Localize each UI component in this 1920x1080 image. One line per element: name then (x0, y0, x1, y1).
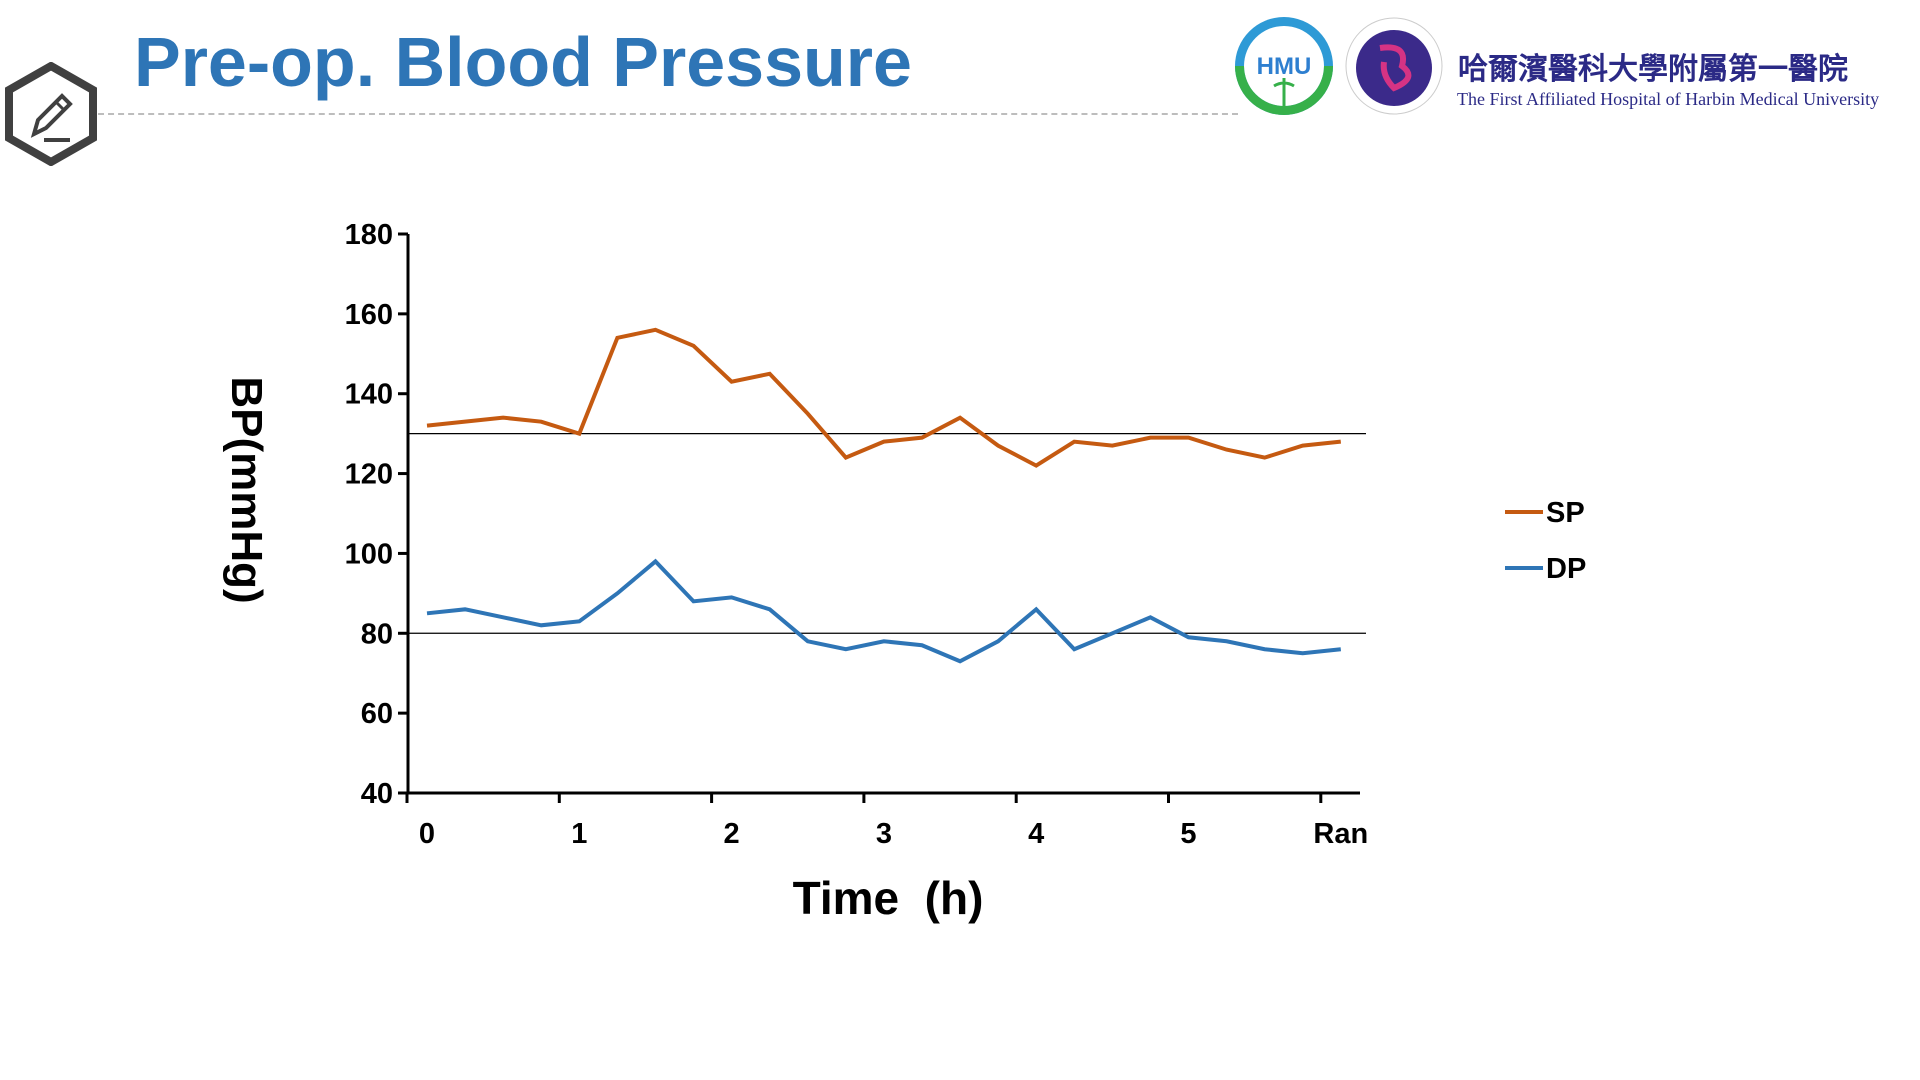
x-tick-label: 2 (724, 818, 740, 850)
x-tick-label: 3 (876, 818, 892, 850)
y-axis-title: BP(mmHg) (222, 376, 271, 603)
x-tick-label: 4 (1028, 818, 1044, 850)
x-axis-title: Time (h) (793, 872, 984, 924)
x-tick-label: Ran (1313, 818, 1368, 850)
hmu-logo-text: HMU (1257, 53, 1312, 80)
university-logos: HMU (1235, 17, 1443, 115)
y-tick-label: 40 (361, 778, 393, 810)
series-line-sp (426, 327, 1342, 468)
x-tick-label: 1 (571, 818, 587, 850)
y-tick-label: 160 (345, 299, 393, 331)
title-divider (98, 113, 1238, 115)
y-tick-label: 140 (345, 379, 393, 411)
y-tick-label: 80 (361, 618, 393, 650)
series-line-dp (426, 558, 1342, 664)
hospital-name-english: The First Affiliated Hospital of Harbin … (1457, 89, 1880, 109)
pencil-hexagon-icon (5, 62, 97, 166)
hospital-name-chinese: 哈爾濱醫科大學附屬第一醫院 (1458, 52, 1848, 87)
y-tick-label: 60 (361, 698, 393, 730)
legend-label-dp: DP (1546, 553, 1586, 585)
y-tick-label: 180 (345, 219, 393, 251)
y-tick-label: 120 (345, 459, 393, 491)
page-title: Pre-op. Blood Pressure (134, 23, 912, 101)
legend-label-sp: SP (1546, 497, 1585, 529)
x-tick-label: 0 (419, 818, 435, 850)
y-tick-label: 100 (345, 538, 393, 570)
x-tick-label: 5 (1180, 818, 1196, 850)
